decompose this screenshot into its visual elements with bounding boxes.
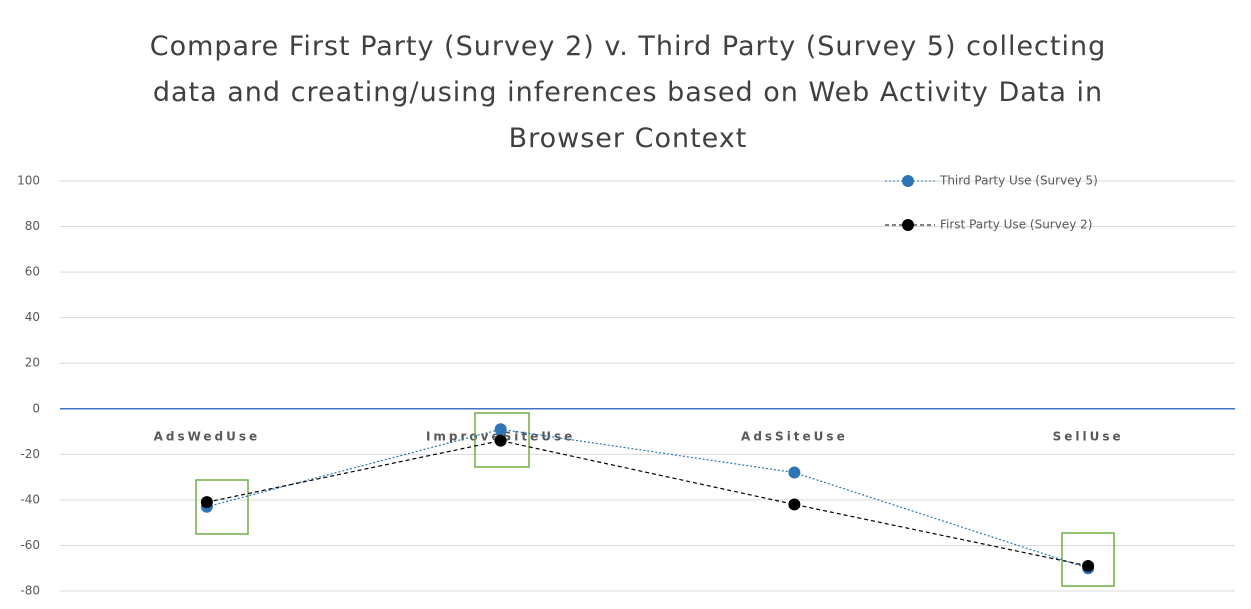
y-tick-label: -60 <box>20 538 40 552</box>
y-tick-label: 80 <box>25 219 40 233</box>
y-tick-label: 60 <box>25 265 40 279</box>
x-tick-label: AdsWedUse <box>154 429 261 443</box>
legend-marker <box>902 219 914 231</box>
legend-label: First Party Use (Survey 2) <box>940 218 1092 232</box>
legend-label: Third Party Use (Survey 5) <box>939 174 1098 188</box>
x-tick-label: AdsSiteUse <box>741 429 848 443</box>
grid: -80-60-40-20020406080100AdsWedUseImprove… <box>17 174 1235 598</box>
chart-title: Compare First Party (Survey 2) v. Third … <box>149 31 1107 154</box>
y-tick-label: 20 <box>25 356 40 370</box>
data-point <box>1082 559 1095 572</box>
data-point <box>494 423 507 436</box>
series-line <box>206 440 1089 567</box>
y-tick-label: -20 <box>20 447 40 461</box>
y-tick-label: -80 <box>20 584 40 598</box>
series-layer: Third Party Use (Survey 5) First Party Us… <box>200 174 1098 575</box>
highlight-box <box>474 412 530 468</box>
data-point <box>788 466 801 479</box>
highlight-box <box>195 479 249 535</box>
data-point <box>494 434 507 447</box>
data-point <box>200 496 213 509</box>
data-point <box>788 498 801 511</box>
legend-marker <box>902 175 914 187</box>
y-tick-label: -40 <box>20 492 40 506</box>
series-line <box>206 428 1089 569</box>
y-tick-label: 0 <box>32 401 40 415</box>
y-tick-label: 100 <box>17 174 40 188</box>
x-tick-label: SellUse <box>1053 429 1124 443</box>
highlight-box <box>1061 532 1115 587</box>
y-tick-label: 40 <box>25 310 40 324</box>
